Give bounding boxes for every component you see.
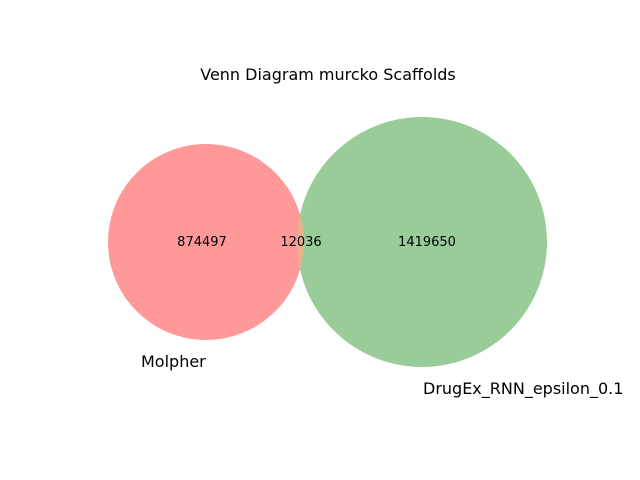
- drugex-set-circle: [297, 117, 547, 367]
- molpher-only-count: 874497: [177, 235, 227, 250]
- drugex-set-label: DrugEx_RNN_epsilon_0.1: [423, 379, 623, 399]
- molpher-set-circle: [108, 144, 304, 340]
- drugex-only-count: 1419650: [398, 235, 456, 250]
- intersection-count: 12036: [280, 235, 321, 250]
- diagram-title: Venn Diagram murcko Scaffolds: [200, 65, 456, 84]
- molpher-set-label: Molpher: [141, 352, 206, 371]
